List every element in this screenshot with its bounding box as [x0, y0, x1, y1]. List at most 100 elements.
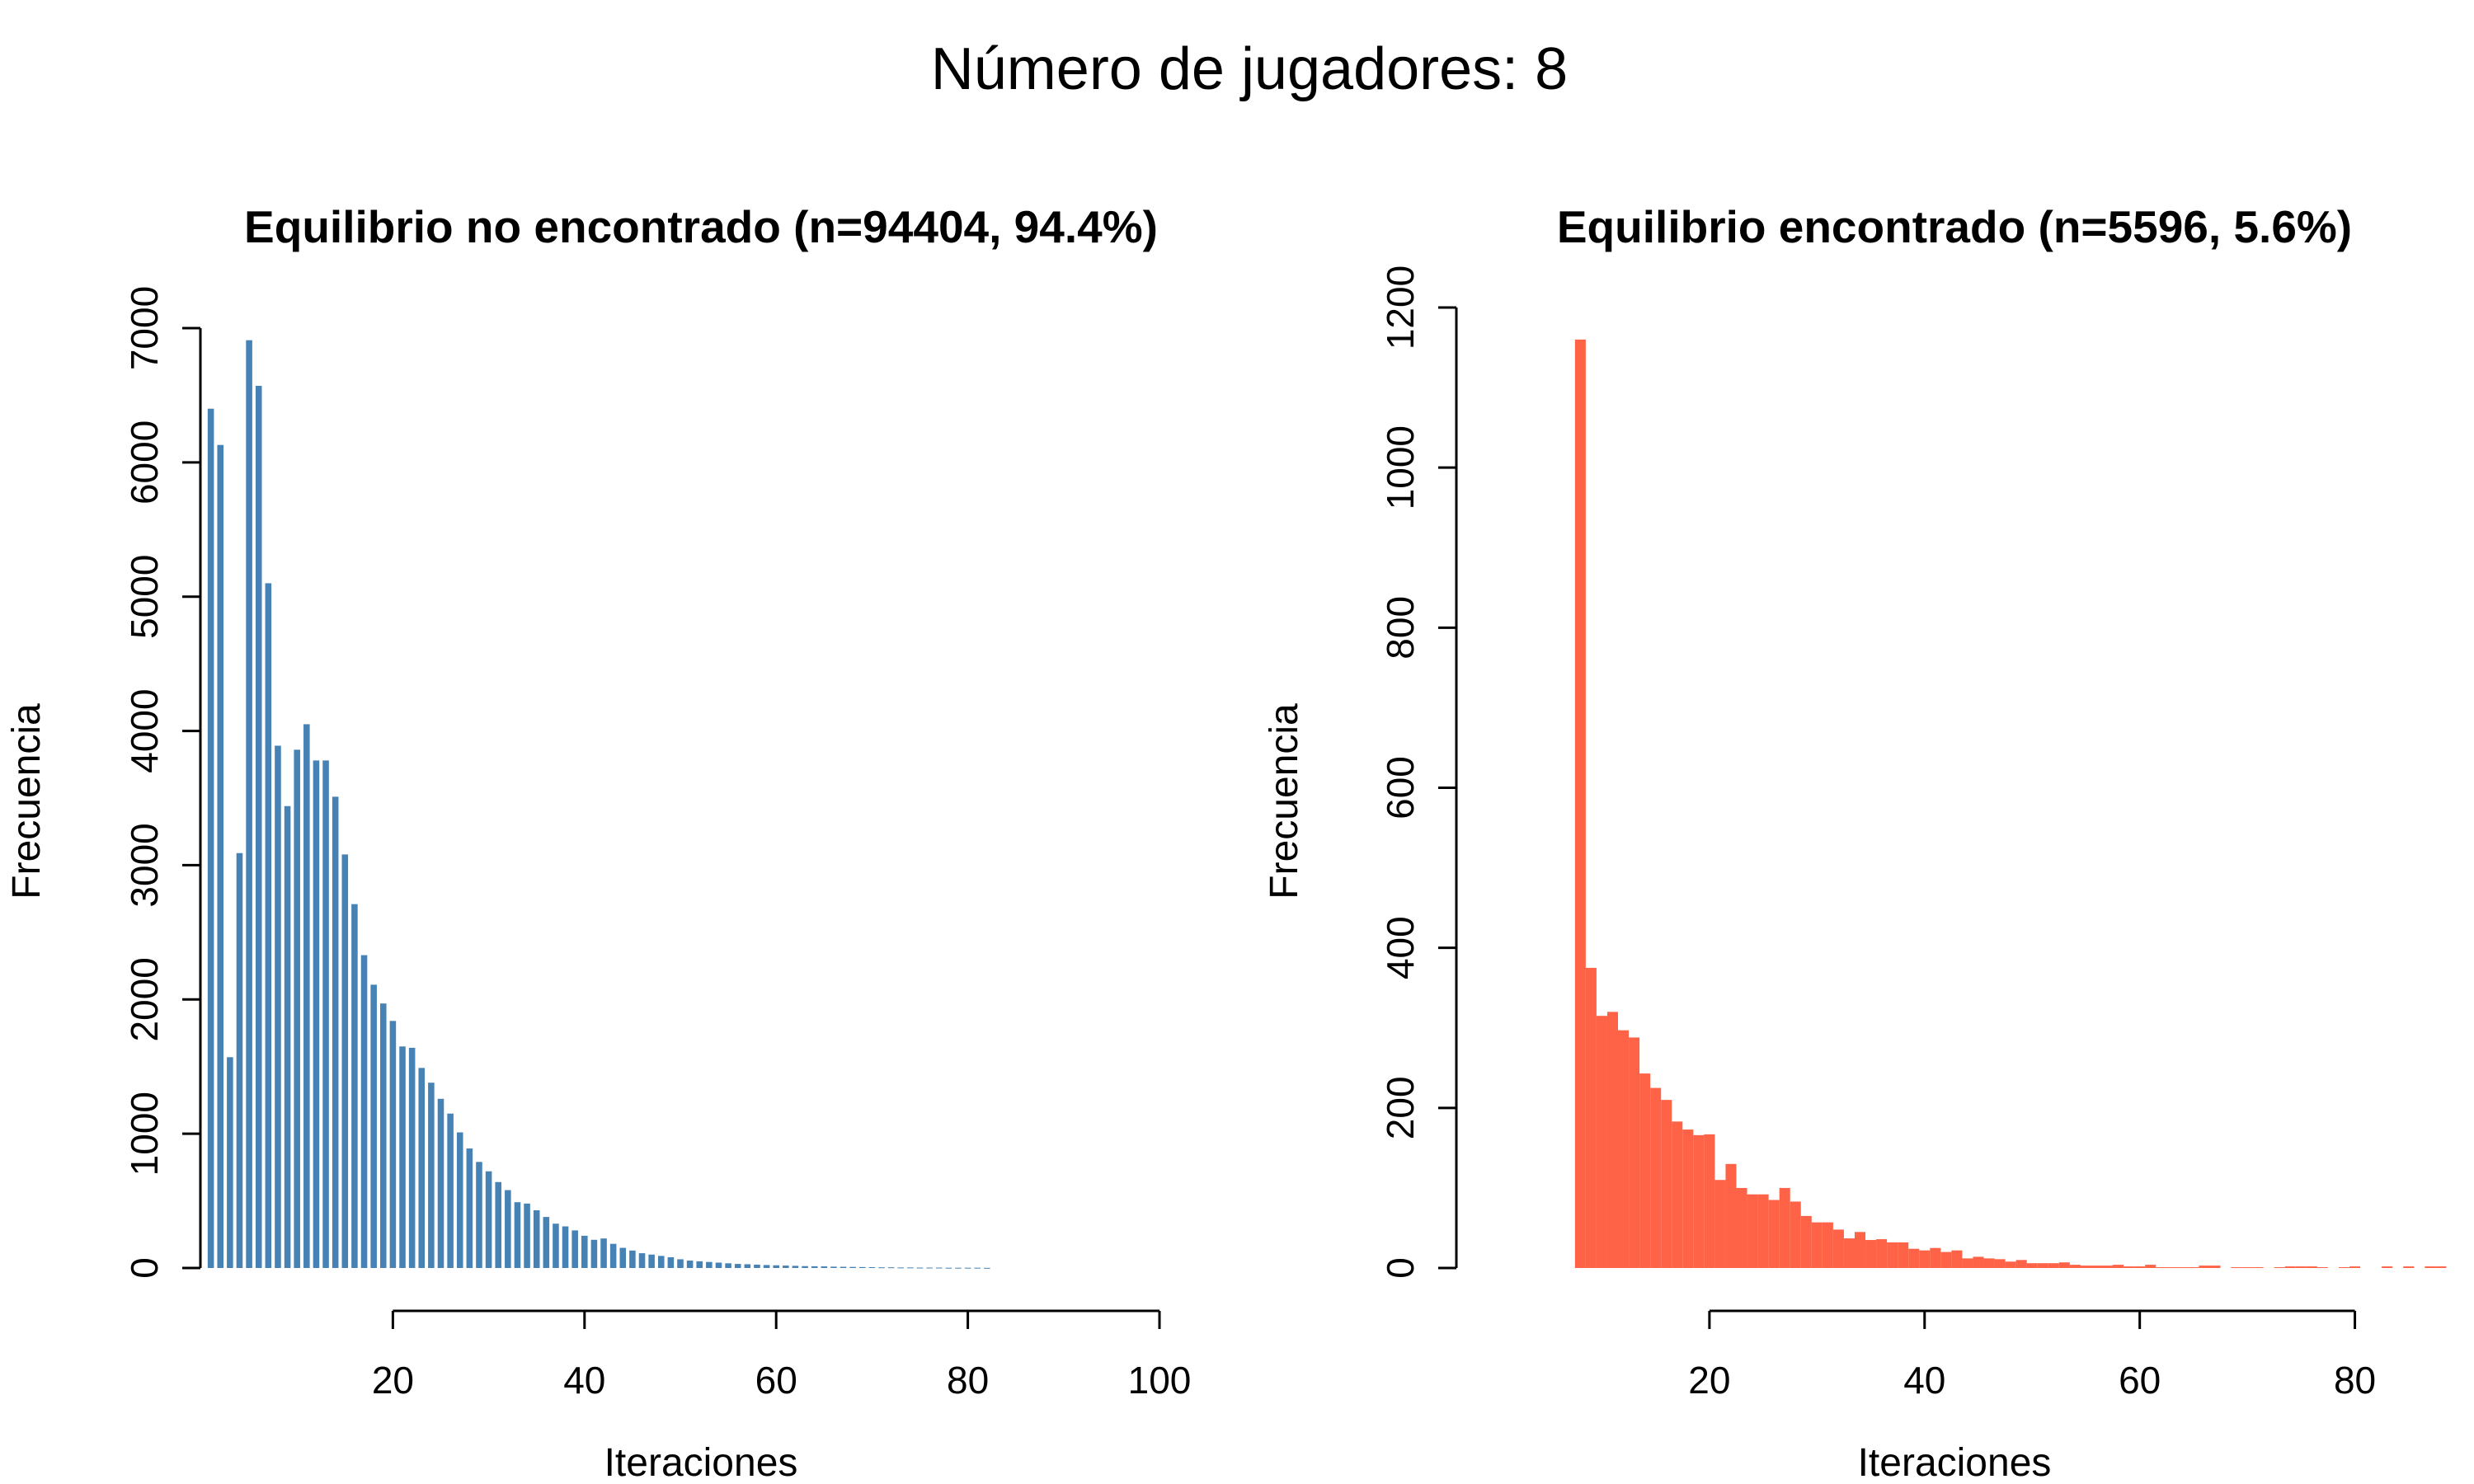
left-bar — [830, 1266, 837, 1268]
left-bar — [783, 1266, 789, 1268]
right-bars — [1574, 339, 2447, 1269]
left-bar — [275, 745, 281, 1268]
right-y-axis: 0 200 400 600 800 1000 1200 — [1379, 265, 1458, 1279]
left-y-tick-label: 7000 — [123, 286, 166, 370]
right-bar — [2005, 1261, 2016, 1268]
left-bar — [553, 1223, 559, 1268]
left-y-tick-label: 3000 — [123, 823, 166, 907]
right-bar — [1661, 1100, 1672, 1268]
right-x-tick-label: 80 — [2334, 1359, 2376, 1402]
right-bar — [2145, 1265, 2157, 1268]
right-bar — [1887, 1242, 1898, 1268]
left-bar — [907, 1267, 914, 1269]
left-bar — [332, 796, 339, 1268]
right-bar — [1908, 1248, 1920, 1268]
right-chart-title: Equilibrio encontrado (n=5596, 5.6%) — [1557, 201, 2352, 252]
left-bar — [207, 408, 214, 1268]
right-bar — [2306, 1266, 2317, 1268]
right-bar — [2069, 1265, 2081, 1268]
right-bar — [1854, 1232, 1866, 1268]
left-bar — [236, 852, 243, 1268]
right-bar — [2134, 1266, 2146, 1268]
left-y-axis: 0 1000 2000 3000 4000 5000 6000 7000 — [123, 286, 202, 1279]
left-bar — [360, 955, 368, 1268]
right-bar — [2156, 1267, 2167, 1269]
left-x-axis-label: Iteraciones — [604, 1441, 798, 1484]
right-y-tick-label: 1000 — [1379, 425, 1422, 510]
left-bar — [811, 1266, 818, 1268]
left-bar — [763, 1265, 770, 1268]
right-bar — [2338, 1267, 2350, 1269]
right-bar — [2241, 1267, 2253, 1269]
right-y-tick-label: 600 — [1379, 756, 1422, 819]
left-bar — [217, 444, 224, 1268]
right-bar — [2316, 1267, 2328, 1269]
left-x-axis: 20 40 60 80 100 — [372, 1309, 1191, 1402]
right-bar — [2231, 1267, 2242, 1269]
right-bar — [2048, 1263, 2059, 1268]
left-y-axis-label: Frecuencia — [5, 703, 49, 899]
left-bar — [418, 1068, 426, 1268]
left-bar — [380, 1003, 387, 1268]
right-x-tick-label: 60 — [2119, 1359, 2161, 1402]
right-bar — [1983, 1258, 1995, 1268]
right-x-axis-label: Iteraciones — [1858, 1441, 2052, 1484]
left-bar — [562, 1226, 569, 1268]
right-bar — [2113, 1265, 2124, 1268]
left-bar — [351, 904, 358, 1268]
left-y-tick-label: 0 — [123, 1257, 166, 1279]
left-bar — [581, 1235, 588, 1268]
left-bar — [456, 1132, 463, 1268]
right-bar — [1585, 967, 1597, 1268]
left-bar — [821, 1266, 828, 1268]
figure-title: Número de jugadores: 8 — [931, 36, 1568, 102]
left-bar — [725, 1263, 731, 1268]
left-bar — [408, 1047, 416, 1268]
left-bars — [207, 340, 990, 1269]
right-bar — [1768, 1200, 1780, 1268]
right-bar — [1800, 1215, 1812, 1268]
left-bar — [945, 1267, 952, 1269]
right-bar — [1606, 1012, 1619, 1268]
right-bar — [1843, 1238, 1855, 1268]
right-bar — [2199, 1266, 2210, 1268]
left-bar — [600, 1238, 607, 1268]
right-bar — [1919, 1250, 1931, 1268]
left-bar — [868, 1267, 876, 1269]
left-bar — [399, 1046, 406, 1268]
right-bar — [2349, 1266, 2361, 1268]
right-bar — [1940, 1252, 1952, 1268]
left-bar — [476, 1162, 482, 1268]
left-x-tick-label: 20 — [372, 1359, 414, 1402]
right-bar — [2382, 1266, 2393, 1268]
left-bar — [734, 1264, 741, 1268]
left-bar — [370, 984, 377, 1268]
histogram-no-equilibrium: Equilibrio no encontrado (n=94404, 94.4%… — [5, 201, 1191, 1484]
left-bar — [887, 1267, 895, 1269]
left-bar — [629, 1250, 636, 1268]
right-bar — [2425, 1266, 2436, 1268]
left-bar — [686, 1261, 694, 1268]
right-bar — [2015, 1260, 2027, 1268]
left-bar — [744, 1264, 751, 1268]
left-y-tick-label: 2000 — [123, 957, 166, 1041]
left-bar — [754, 1264, 760, 1268]
right-y-tick-label: 200 — [1379, 1076, 1422, 1139]
left-bar — [974, 1267, 981, 1269]
left-bar — [590, 1239, 598, 1268]
left-bar — [677, 1259, 684, 1268]
left-bar — [514, 1202, 521, 1268]
right-bar — [1725, 1163, 1737, 1268]
right-bar — [1822, 1222, 1833, 1268]
right-bar — [2284, 1266, 2296, 1268]
left-x-tick-label: 60 — [755, 1359, 797, 1402]
right-bar — [1962, 1258, 1973, 1268]
right-bar — [1779, 1187, 1790, 1268]
left-bar — [696, 1261, 703, 1268]
right-y-tick-label: 400 — [1379, 916, 1422, 979]
right-bar — [1898, 1242, 1909, 1268]
left-bar — [571, 1230, 578, 1268]
right-bar — [1876, 1239, 1888, 1268]
right-bar — [1596, 1016, 1607, 1268]
